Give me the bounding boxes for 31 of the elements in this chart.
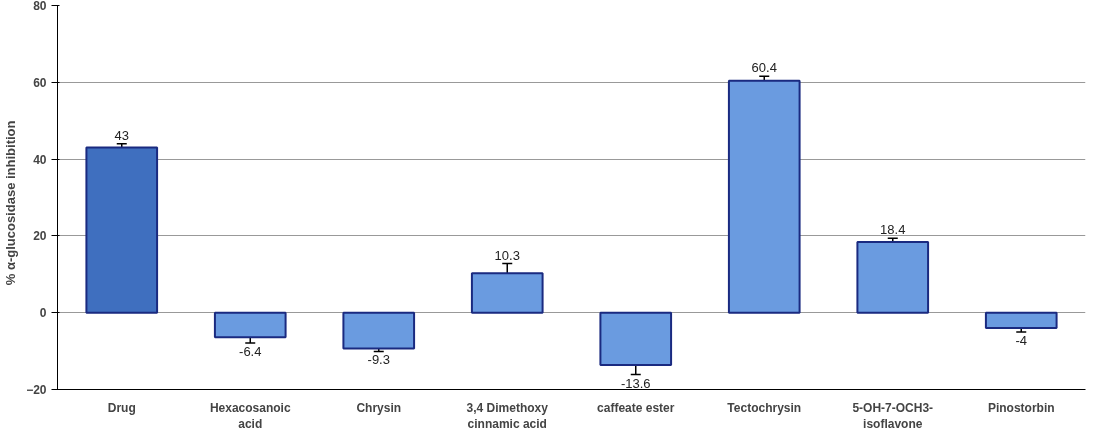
data-label: 18.4: [880, 222, 906, 238]
data-label: -6.4: [239, 344, 262, 360]
x-tick-label: Drug: [107, 400, 136, 415]
x-tick-label: caffeate ester: [597, 400, 675, 415]
bar: [984, 311, 1058, 330]
x-tick-label: 5-OH-7-OCH3-isoflavone: [852, 400, 934, 432]
bar: [342, 311, 416, 350]
data-label: 60.4: [751, 60, 777, 76]
bar: [856, 241, 930, 314]
data-label: 10.3: [494, 247, 520, 263]
y-tick-label: 0: [39, 306, 47, 321]
y-tick-label: 20: [33, 229, 47, 244]
bar: [727, 79, 801, 314]
x-tick-label: 3,4 Dimethoxy cinnamic acid: [466, 400, 549, 432]
x-tick-label: Hexacosanoic acid: [209, 400, 291, 432]
x-tick-label: Tectochrysin: [727, 400, 802, 415]
bar: [470, 272, 544, 314]
y-tick-label: −20: [26, 383, 47, 397]
data-label: -9.3: [367, 352, 390, 368]
y-tick-label: 80: [33, 0, 47, 13]
data-label: -4: [1015, 332, 1028, 348]
data-label: 43: [114, 127, 129, 143]
y-axis-title: % α-glucosidase inhibition: [3, 120, 19, 286]
bar: [599, 311, 673, 366]
y-tick-label: 60: [33, 75, 47, 90]
y-tick-label: 40: [33, 152, 47, 167]
x-tick-label: Chrysin: [356, 400, 402, 415]
bar: [213, 311, 287, 339]
x-tick-label: Pinostorbin: [987, 400, 1055, 415]
bar: [85, 146, 159, 314]
data-label: -13.6: [620, 375, 651, 391]
